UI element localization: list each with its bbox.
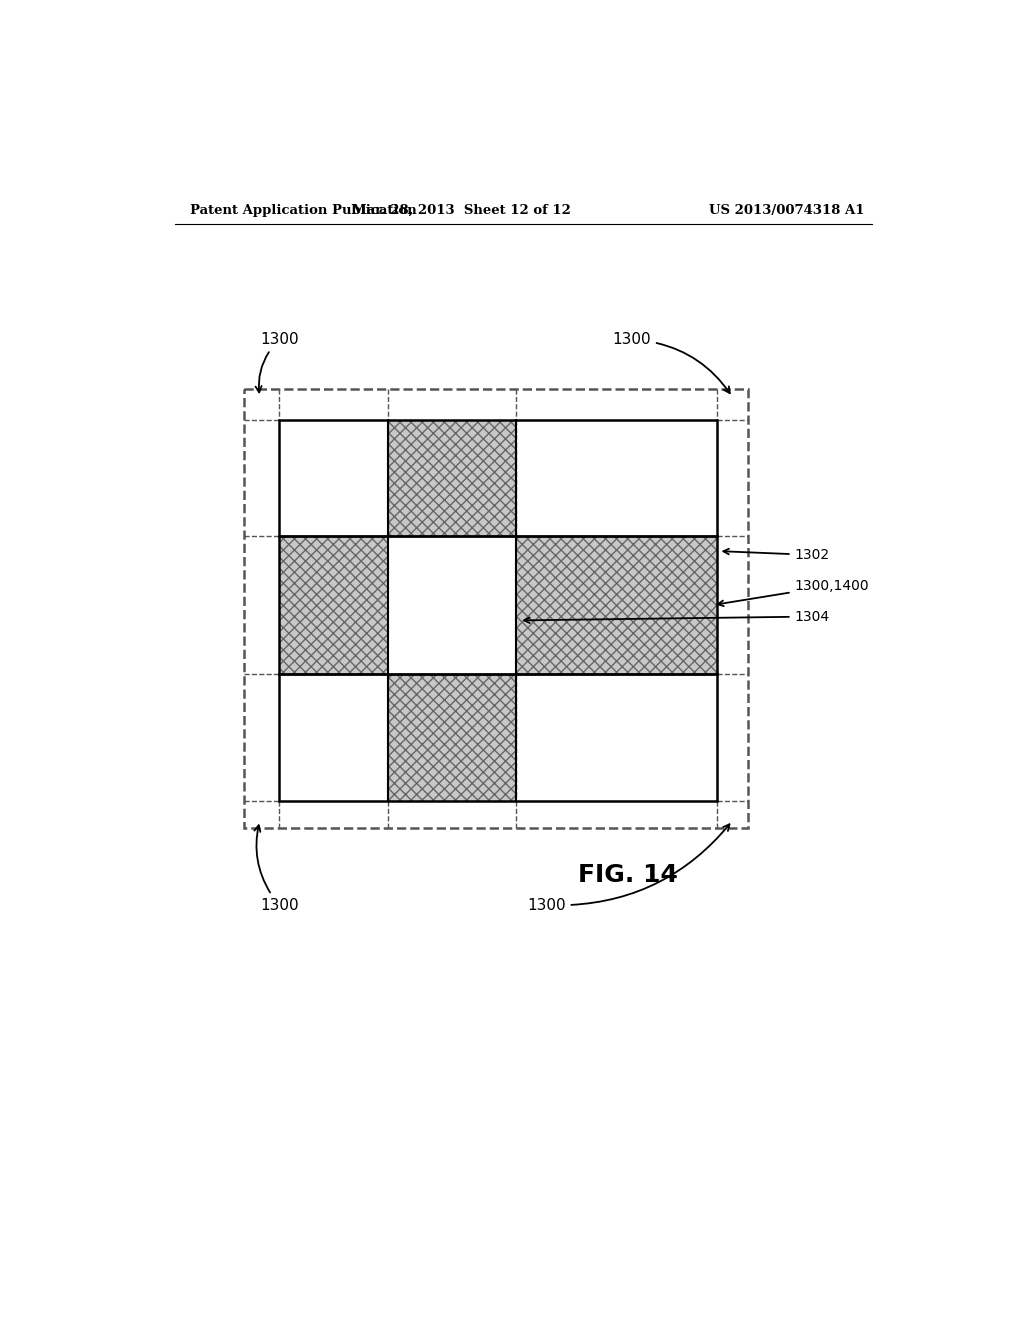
Text: FIG. 14: FIG. 14 — [578, 863, 677, 887]
Text: Patent Application Publication: Patent Application Publication — [190, 205, 417, 218]
Bar — [388, 420, 515, 536]
Bar — [515, 536, 717, 675]
Text: 1300: 1300 — [527, 824, 729, 912]
Bar — [388, 675, 515, 801]
Text: Mar. 28, 2013  Sheet 12 of 12: Mar. 28, 2013 Sheet 12 of 12 — [352, 205, 570, 218]
Text: 1300: 1300 — [256, 333, 298, 392]
Text: US 2013/0074318 A1: US 2013/0074318 A1 — [709, 205, 864, 218]
Bar — [280, 420, 717, 801]
Bar — [515, 675, 717, 801]
Text: 1302: 1302 — [723, 548, 829, 562]
Bar — [245, 389, 748, 829]
Bar — [388, 536, 515, 675]
Bar — [280, 675, 388, 801]
Text: 1304: 1304 — [524, 610, 829, 623]
Text: 1300,1400: 1300,1400 — [718, 578, 869, 606]
Bar — [280, 536, 388, 675]
Bar — [245, 389, 748, 829]
Text: 1300: 1300 — [612, 333, 730, 393]
Text: 1300: 1300 — [254, 825, 298, 912]
Bar — [280, 420, 388, 536]
Bar — [515, 420, 717, 536]
